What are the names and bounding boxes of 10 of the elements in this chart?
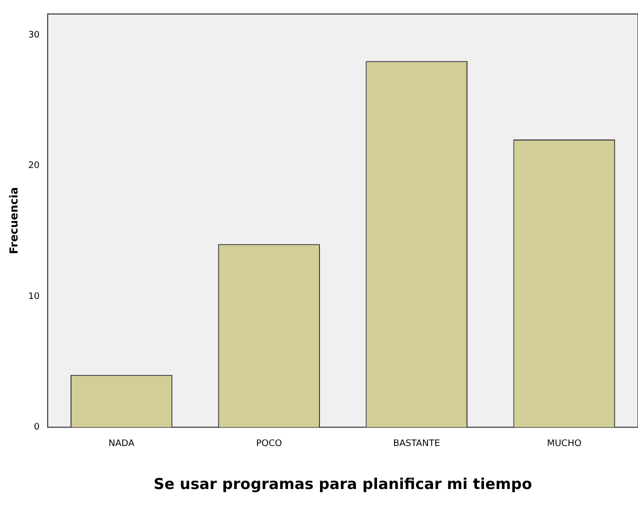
x-tick-label: BASTANTE	[393, 438, 440, 449]
y-axis-title: Frecuencia	[7, 187, 20, 254]
y-tick-label: 20	[28, 161, 40, 172]
y-tick-label: 10	[28, 292, 40, 302]
x-tick-label: MUCHO	[546, 438, 582, 449]
y-tick-label: 0	[34, 422, 40, 433]
y-tick-label: 30	[28, 30, 40, 40]
x-tick-label: POCO	[256, 438, 282, 449]
x-axis-title: Se usar programas para planificar mi tiempo	[154, 474, 532, 493]
x-tick-label: NADA	[108, 438, 136, 449]
